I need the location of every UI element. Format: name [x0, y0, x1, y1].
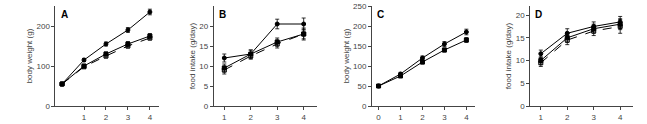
svg-text:1: 1: [539, 113, 544, 122]
svg-text:200: 200: [37, 22, 51, 31]
svg-text:D: D: [535, 9, 542, 20]
svg-text:food intake (g/day): food intake (g/day): [188, 23, 197, 90]
svg-text:food intake (g/day): food intake (g/day): [504, 23, 513, 90]
svg-text:body weight (g): body weight (g): [25, 28, 34, 83]
svg-text:1: 1: [222, 113, 227, 122]
svg-text:10: 10: [516, 56, 525, 65]
svg-text:200: 200: [353, 22, 367, 31]
svg-text:2: 2: [249, 113, 254, 122]
svg-text:0: 0: [204, 102, 209, 111]
svg-text:4: 4: [464, 113, 469, 122]
svg-text:20: 20: [199, 22, 208, 31]
svg-text:0: 0: [520, 102, 525, 111]
svg-text:2: 2: [565, 113, 570, 122]
svg-text:3: 3: [275, 113, 280, 122]
svg-text:B: B: [219, 9, 226, 20]
svg-text:100: 100: [353, 62, 367, 71]
svg-text:C: C: [377, 9, 384, 20]
svg-text:3: 3: [591, 113, 596, 122]
svg-text:body weight (g): body weight (g): [342, 28, 351, 83]
svg-text:250: 250: [353, 2, 367, 11]
svg-text:1: 1: [398, 113, 403, 122]
svg-text:4: 4: [301, 113, 306, 122]
svg-text:0: 0: [45, 102, 50, 111]
svg-text:A: A: [61, 9, 68, 20]
svg-text:15: 15: [516, 34, 525, 43]
svg-text:10: 10: [199, 62, 208, 71]
svg-text:100: 100: [37, 62, 51, 71]
svg-text:15: 15: [199, 42, 208, 51]
svg-text:5: 5: [520, 79, 525, 88]
svg-text:0: 0: [362, 102, 367, 111]
svg-text:5: 5: [204, 82, 209, 91]
svg-text:2: 2: [420, 113, 425, 122]
svg-text:3: 3: [442, 113, 447, 122]
svg-text:4: 4: [618, 113, 623, 122]
svg-text:50: 50: [357, 82, 366, 91]
svg-text:20: 20: [516, 11, 525, 20]
svg-text:3: 3: [126, 113, 131, 122]
svg-text:2: 2: [104, 113, 109, 122]
svg-text:150: 150: [353, 42, 367, 51]
svg-text:0: 0: [376, 113, 381, 122]
svg-text:1: 1: [82, 113, 87, 122]
svg-text:4: 4: [148, 113, 153, 122]
